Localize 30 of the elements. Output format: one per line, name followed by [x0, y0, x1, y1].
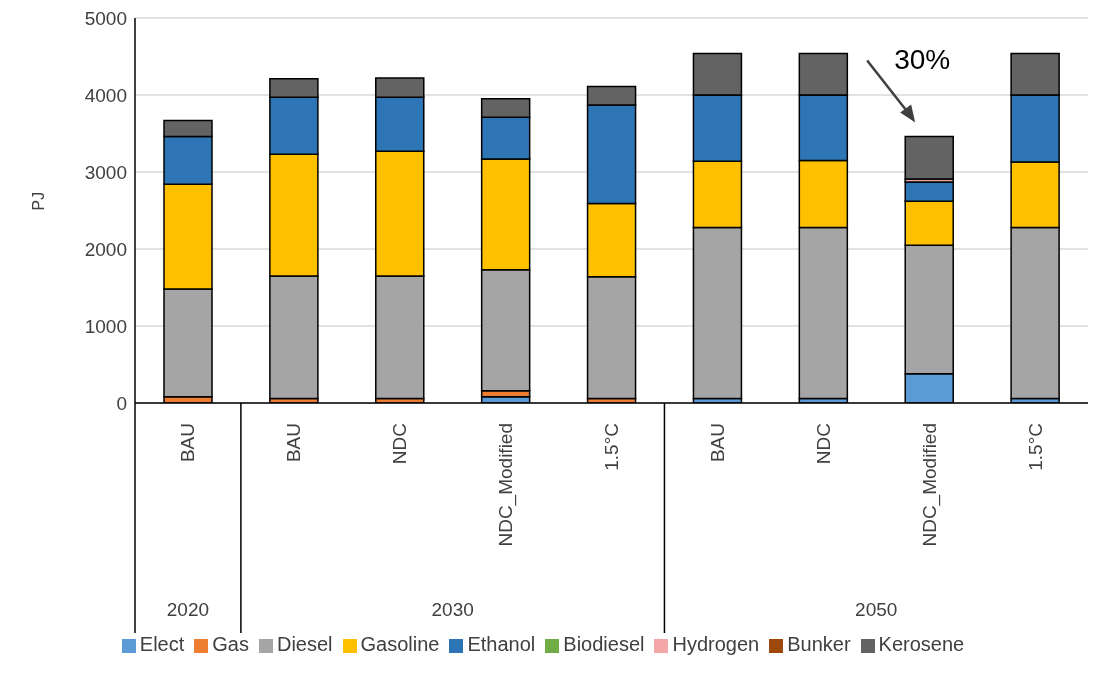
- text: 2050: [855, 599, 898, 620]
- legend-label: Biodiesel: [563, 633, 645, 655]
- legend-label: Ethanol: [467, 633, 536, 655]
- legend-label: Kerosene: [878, 633, 965, 655]
- x-tick-label: NDC: [812, 423, 834, 465]
- x-tick-label: BAU: [283, 423, 305, 463]
- y-tick-label: 4000: [84, 84, 127, 106]
- x-tick-label: 1.5°C: [601, 423, 622, 471]
- y-tick-label: 0: [116, 392, 127, 414]
- y-tick-label: 5000: [84, 7, 127, 29]
- legend-label: Gasoline: [360, 633, 440, 655]
- legend-label: Diesel: [276, 633, 333, 655]
- y-tick-label: 2000: [84, 238, 127, 260]
- legend-label: Gas: [212, 633, 249, 655]
- legend-label: Bunker: [787, 633, 851, 655]
- text: 2020: [166, 599, 210, 620]
- legend-label: Elect: [139, 633, 185, 655]
- y-axis-title: PJ: [29, 191, 47, 211]
- x-tick-label: BAU: [706, 423, 728, 463]
- annotation: 30%: [894, 43, 951, 75]
- x-tick-label: NDC_Modified: [495, 423, 518, 547]
- x-tick-label: BAU: [177, 423, 199, 463]
- legend-label: Hydrogen: [672, 633, 760, 655]
- x-tick-label: NDC: [389, 423, 411, 465]
- x-tick-label: NDC_Modified: [918, 423, 941, 547]
- y-tick-label: 3000: [84, 161, 127, 183]
- y-tick-label: 1000: [84, 315, 127, 337]
- text: 2030: [431, 599, 474, 620]
- x-tick-label: 1.5°C: [1024, 423, 1046, 471]
- bar: [904, 135, 954, 180]
